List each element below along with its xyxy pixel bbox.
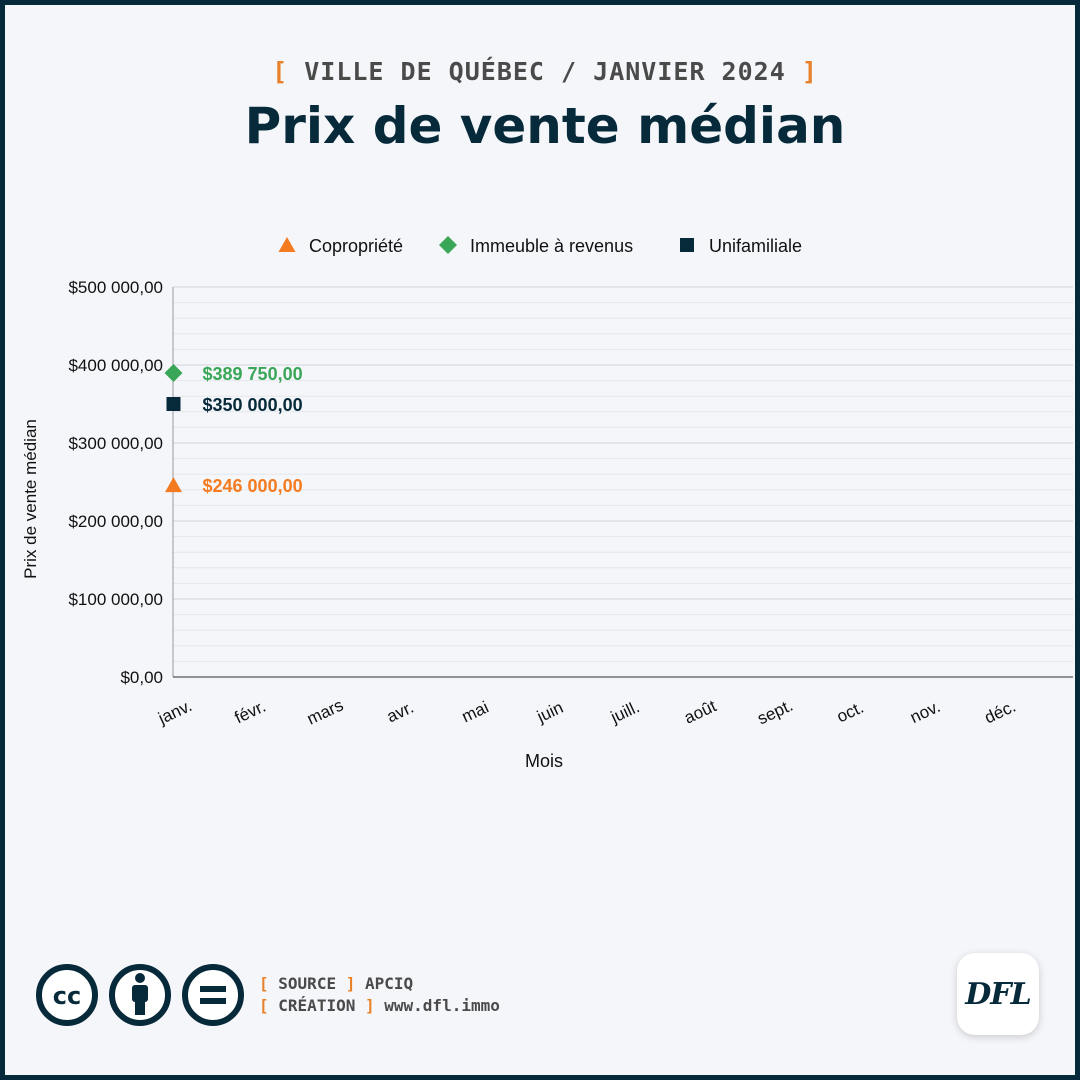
- data-point: [166, 397, 181, 411]
- x-tick-label: nov.: [907, 697, 943, 727]
- data-point: [164, 363, 183, 382]
- x-tick-label: déc.: [982, 697, 1019, 728]
- y-tick-label: $100 000,00: [68, 590, 163, 609]
- data-label: $389 750,00: [203, 364, 303, 384]
- source-value: APCIQ: [365, 974, 414, 993]
- y-axis-label: Prix de vente médian: [21, 419, 40, 579]
- data-label: $350 000,00: [203, 395, 303, 415]
- y-tick-label: $500 000,00: [68, 278, 163, 297]
- chart: $0,00 $100 000,00 $200 000,00 $300 000,00 $4…: [21, 236, 1073, 771]
- x-tick-label: juill.: [607, 697, 642, 727]
- no-derivatives-icon: [182, 964, 244, 1026]
- x-tick-label: janv.: [155, 696, 195, 728]
- y-tick-label: $400 000,00: [68, 356, 163, 375]
- legend-label: Copropriété: [309, 236, 403, 256]
- chart-legend: Copropriété Immeuble à revenus Unifamilial…: [278, 236, 802, 256]
- y-tick-label: $300 000,00: [68, 434, 163, 453]
- legend-label: Unifamiliale: [709, 236, 802, 256]
- cc-icon: cc: [36, 964, 98, 1026]
- x-tick-label: août: [681, 696, 719, 727]
- dfl-logo: DFL: [957, 953, 1039, 1035]
- legend-label: Immeuble à revenus: [470, 236, 633, 256]
- legend-marker: [278, 237, 296, 252]
- header-kicker: [ VILLE DE QUÉBEC / JANVIER 2024 ]: [272, 57, 818, 86]
- legend-marker: [439, 236, 457, 254]
- attribution-icon: [109, 964, 171, 1026]
- x-tick-label: sept.: [754, 696, 795, 729]
- creation-line: [ CRÉATION ] www.dfl.immo: [259, 996, 500, 1015]
- chart-grid: [173, 286, 1073, 678]
- x-tick-label: mars: [304, 695, 346, 728]
- y-tick-label: $200 000,00: [68, 512, 163, 531]
- x-tick-label: oct.: [834, 698, 867, 727]
- license-icons: cc: [33, 963, 253, 1038]
- x-tick-label: févr.: [232, 697, 269, 728]
- page-title: Prix de vente médian: [244, 97, 846, 155]
- x-tick-label: mai: [459, 698, 492, 727]
- y-tick-label: $0,00: [120, 668, 163, 687]
- chart-marks: $246 000,00 $389 750,00 $350 000,00: [164, 363, 303, 496]
- x-tick-label: avr.: [384, 698, 417, 727]
- x-tick-label: juin: [533, 698, 566, 727]
- svg-text:cc: cc: [53, 982, 81, 1010]
- credits: [ SOURCE ] APCIQ [ CRÉATION ] www.dfl.im…: [259, 973, 500, 1017]
- creation-value: www.dfl.immo: [384, 996, 500, 1015]
- data-label: $246 000,00: [203, 476, 303, 496]
- x-axis-label: Mois: [525, 751, 563, 771]
- kicker-text: VILLE DE QUÉBEC / JANVIER 2024: [304, 57, 786, 86]
- legend-marker: [680, 238, 694, 252]
- source-line: [ SOURCE ] APCIQ: [259, 974, 414, 993]
- data-point: [165, 477, 182, 493]
